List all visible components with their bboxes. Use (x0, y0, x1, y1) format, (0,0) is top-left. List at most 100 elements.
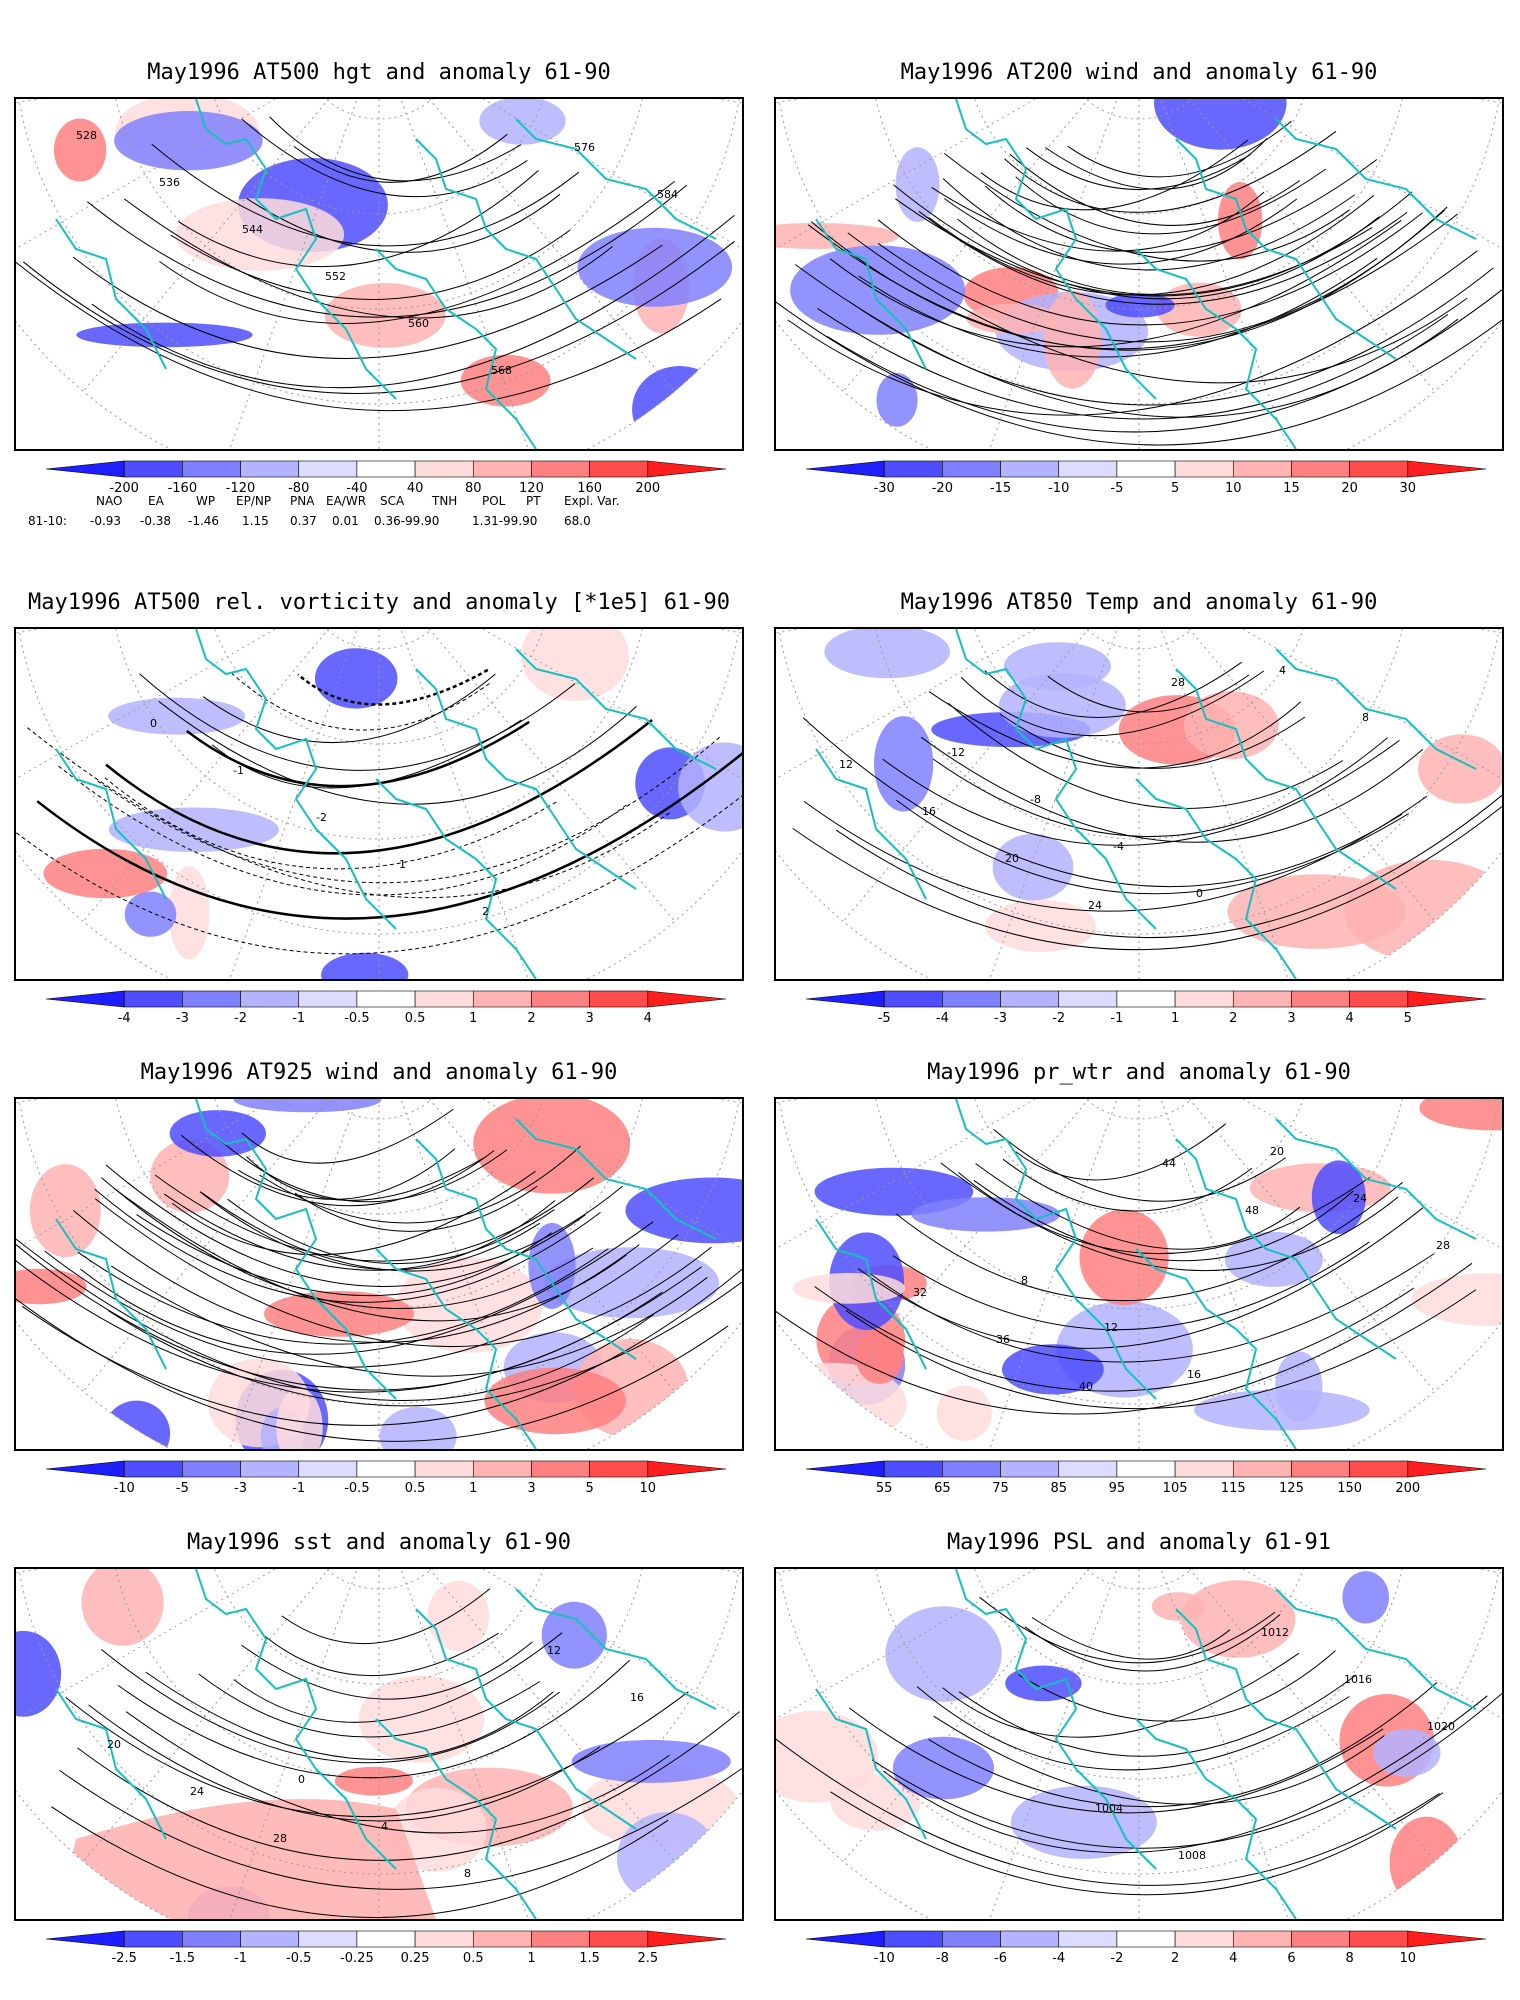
anomaly-shading (1401, 1409, 1500, 1435)
colorbar-tick-label: 2 (1229, 1011, 1237, 1026)
colorbar-tick-label: -5 (1110, 481, 1123, 496)
contour-line (51, 1806, 669, 1918)
colorbar-segment (298, 460, 358, 478)
contour-label: 36 (996, 1333, 1010, 1346)
contour-line (958, 1674, 1357, 1757)
tele-value-wp: -1.46 (188, 514, 220, 528)
contour-line (209, 1131, 508, 1203)
colorbar-segment (1291, 990, 1350, 1008)
contour-line (776, 1262, 1473, 1415)
colorbar: -10 -5 -3 -1 -0.5 0.5 1 3 5 10 (14, 1460, 744, 1501)
coastline (515, 648, 717, 770)
colorbar-segment (1232, 460, 1292, 478)
contour-line (920, 736, 1424, 843)
contour-line (893, 184, 1380, 300)
colorbar-tick-label: -8 (936, 1951, 949, 1966)
anomaly-shading (577, 227, 733, 307)
panel-title: May1996 AT925 wind and anomaly 61-90 (140, 1060, 618, 1085)
colorbar-segment (1116, 460, 1176, 478)
map-canvas: 8 12 16 20 24 28 32 36 40 44 48 (776, 1099, 1502, 1449)
contour-label: -4 (1113, 840, 1124, 853)
anomaly-shading (985, 900, 1096, 952)
anomaly-shading (1194, 1389, 1370, 1431)
contour-line (1024, 1614, 1281, 1672)
coastline (955, 1569, 1157, 1870)
anomaly-shading (16, 1630, 62, 1717)
map-frame: 0 -1 -2 1 2 (14, 627, 744, 981)
coastline (1175, 668, 1397, 890)
tele-header-pna: PNA (290, 494, 315, 508)
anomaly-shading (1224, 1231, 1323, 1287)
contour-line (91, 215, 735, 389)
coastline (515, 1588, 717, 1710)
colorbar-segment (1232, 1460, 1292, 1478)
contour-line (932, 737, 1388, 838)
colorbar-segment (805, 1460, 885, 1478)
anomaly-shading (314, 648, 398, 709)
contour-line (124, 198, 613, 319)
colorbar-tick-label: 105 (1163, 1481, 1188, 1496)
colorbar-tick-label: -2 (1110, 1951, 1123, 1966)
contour-line (848, 267, 1494, 406)
map-panel-wind200: May1996 AT200 wind and anomaly 61-90 -30-… (774, 55, 1504, 501)
contour-label: 28 (1171, 676, 1185, 689)
contour-label: 20 (1005, 852, 1019, 865)
contour-label: 12 (547, 1644, 561, 1657)
contour-line (246, 193, 561, 253)
colorbar-tick-label: -10 (114, 1481, 135, 1496)
colorbar-tick-label: 55 (876, 1481, 893, 1496)
contour-line (1047, 674, 1250, 713)
anomaly-shading (936, 1385, 992, 1441)
colorbar-segment (942, 1460, 1001, 1478)
coastline (375, 1248, 537, 1449)
panel-title: May1996 AT850 Temp and anomaly 61-90 (900, 590, 1378, 615)
colorbar-tick-label: 40 (407, 481, 424, 496)
contour-label: 16 (922, 805, 936, 818)
contour-line (871, 1675, 1502, 1849)
colorbar-segment (1058, 1460, 1118, 1478)
colorbar-tick-label: 1 (469, 1011, 477, 1026)
contour-label: 24 (1353, 1192, 1367, 1205)
colorbar-segment (356, 1460, 416, 1478)
contour-line (241, 1641, 533, 1700)
colorbar-tick-label: 115 (1221, 1481, 1246, 1496)
colorbar-tick-label: 4 (1345, 1011, 1353, 1026)
colorbar-tick-label: -160 (168, 481, 198, 496)
colorbar-segment (472, 990, 532, 1008)
anomaly-shading (1419, 1099, 1502, 1131)
contour-line (882, 1695, 1488, 1854)
contour-label: 560 (408, 317, 429, 330)
anomaly-shading (632, 366, 728, 449)
contour-line (159, 181, 675, 324)
colorbar-tick-label: 85 (1050, 1481, 1067, 1496)
colorbar-segment (942, 1930, 1001, 1948)
contour-line (202, 673, 496, 743)
tele-header-pol: POL (482, 494, 506, 508)
contour-line (59, 1766, 742, 1890)
anomaly-shading (484, 1367, 626, 1435)
map-panel-prwtr: May1996 pr_wtr and anomaly 61-90 8 12 16 20 2… (774, 1055, 1504, 1501)
contour-line (1015, 1123, 1227, 1181)
contour-line (16, 1214, 702, 1393)
coastline (1135, 1248, 1297, 1449)
anomaly-shading (1105, 293, 1175, 318)
colorbar-segment (472, 1930, 532, 1948)
colorbar-tick-label: 1 (1171, 1011, 1179, 1026)
colorbar-tick-label: 75 (992, 1481, 1009, 1496)
colorbar-tick-label: 5 (585, 1481, 593, 1496)
colorbar-segment (1349, 460, 1409, 478)
colorbar-tick-label: -4 (936, 1011, 949, 1026)
map-frame: -12 -8 -4 0 4 8 12 16 20 24 28 (774, 627, 1504, 981)
colorbar-tick-label: 8 (1345, 1951, 1353, 1966)
colorbar-segment (589, 1930, 649, 1948)
coastline (195, 1099, 397, 1400)
tele-header-nao: NAO (96, 494, 123, 508)
colorbar-tick-label: 80 (465, 481, 482, 496)
tele-header-eawr: EA/WR (326, 494, 367, 508)
anomaly-shading (358, 1675, 485, 1763)
contour-line (113, 1187, 627, 1322)
anomaly-shading (672, 937, 742, 971)
contour-line (973, 1179, 1354, 1262)
anomaly-shading (16, 949, 78, 979)
map-panel-hgt500: May1996 AT500 hgt and anomaly 61-90 528 53… (14, 55, 744, 501)
